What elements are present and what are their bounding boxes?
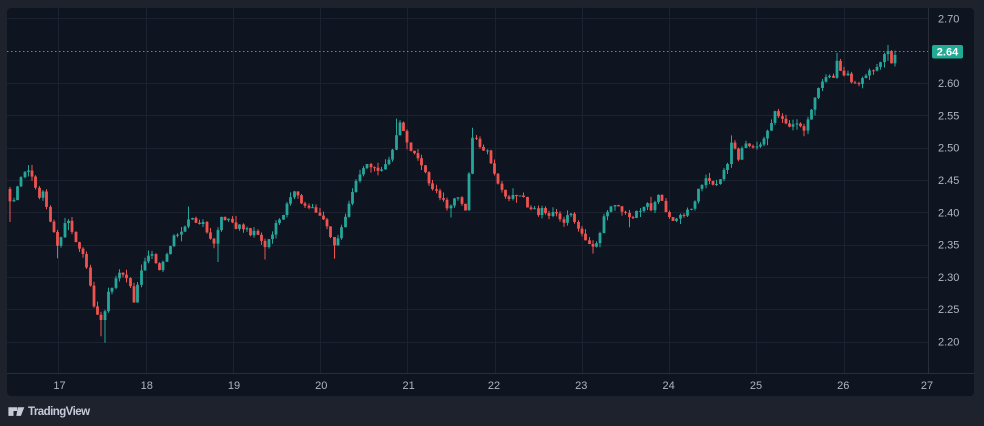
svg-text:2.25: 2.25 — [938, 304, 959, 316]
svg-text:20: 20 — [315, 380, 327, 392]
svg-text:27: 27 — [921, 380, 933, 392]
svg-text:2.30: 2.30 — [938, 272, 959, 284]
svg-text:2.40: 2.40 — [938, 207, 959, 219]
svg-text:2.20: 2.20 — [938, 337, 959, 349]
svg-text:19: 19 — [228, 380, 240, 392]
svg-text:2.64: 2.64 — [937, 47, 959, 59]
svg-text:TradingView: TradingView — [28, 406, 90, 418]
svg-text:25: 25 — [750, 380, 762, 392]
svg-text:21: 21 — [402, 380, 414, 392]
svg-text:2.35: 2.35 — [938, 240, 959, 252]
svg-text:18: 18 — [141, 380, 153, 392]
svg-text:2.70: 2.70 — [938, 13, 959, 25]
svg-text:2.60: 2.60 — [938, 78, 959, 90]
svg-text:22: 22 — [488, 380, 500, 392]
svg-text:24: 24 — [662, 380, 674, 392]
svg-text:23: 23 — [575, 380, 587, 392]
svg-text:26: 26 — [837, 380, 849, 392]
svg-text:2.45: 2.45 — [938, 175, 959, 187]
svg-text:2.50: 2.50 — [938, 143, 959, 155]
svg-text:17: 17 — [53, 380, 65, 392]
svg-text:2.55: 2.55 — [938, 110, 959, 122]
